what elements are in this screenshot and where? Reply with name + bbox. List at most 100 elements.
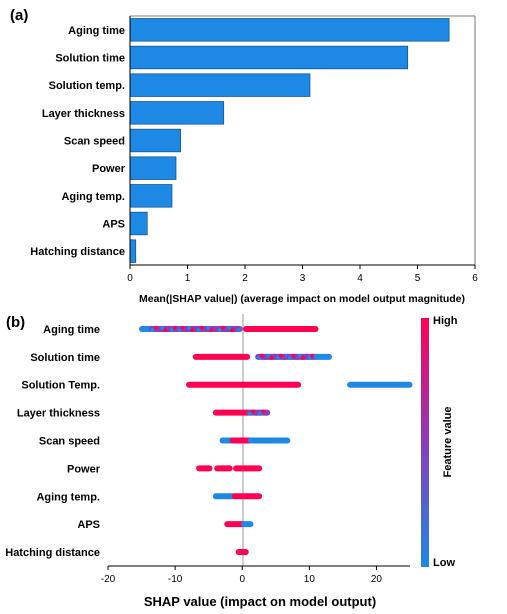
shap-row-solution-time <box>192 353 332 360</box>
panel-b: (b) Aging time Solution time Solution Temp… <box>5 314 458 609</box>
shap-point <box>288 355 293 360</box>
panel-b-x-ticks: -20 -10 0 10 20 <box>101 566 383 585</box>
shap-point <box>199 325 204 331</box>
bar-solution-temp- <box>129 73 311 97</box>
bar-scan-speed <box>129 128 181 153</box>
panel-a-label: (a) <box>10 7 28 24</box>
shap-point-cluster <box>229 437 253 444</box>
shap-point <box>262 355 268 360</box>
shap-point <box>264 411 269 416</box>
shap-row-hatching-distance <box>235 549 249 556</box>
shap-point-cluster <box>192 353 251 360</box>
shap-point-cluster <box>196 465 213 472</box>
shap-point <box>278 353 284 358</box>
shap-point-cluster <box>212 409 252 416</box>
shap-row-aps <box>224 521 254 528</box>
x-tick-label: 2 <box>242 273 248 284</box>
shap-point <box>220 325 226 331</box>
shap-point <box>153 325 158 331</box>
shap-point <box>206 325 211 331</box>
shap-point <box>304 353 309 358</box>
shap-point <box>236 327 242 333</box>
feature-label: Scan speed <box>39 436 100 448</box>
x-tick-label: 1 <box>185 273 191 284</box>
shap-point <box>224 327 229 333</box>
category-label: Solution temp. <box>49 80 125 92</box>
panel-a-category-labels: Aging time Solution time Solution temp. Lay… <box>30 25 125 258</box>
bar-power <box>129 156 177 180</box>
feature-label: APS <box>77 519 100 531</box>
bar-solution-time <box>129 45 409 70</box>
x-tick-label: 20 <box>371 574 383 585</box>
category-label: Aging temp. <box>61 191 125 203</box>
shap-point <box>227 325 232 331</box>
shap-point <box>233 325 238 331</box>
shap-point-cluster <box>235 549 249 556</box>
shap-point <box>177 327 182 333</box>
shap-point <box>251 409 256 414</box>
shap-point <box>196 327 201 333</box>
colorbar-title: Feature value <box>442 407 454 478</box>
shap-point <box>282 355 287 360</box>
x-tick-label: 10 <box>304 574 316 585</box>
shap-row-aging-temp- <box>212 493 263 500</box>
category-label: Layer thickness <box>42 108 125 120</box>
x-tick-label: 0 <box>239 574 245 585</box>
feature-label: Solution time <box>30 352 100 364</box>
shap-point <box>180 325 185 331</box>
x-tick-label: 5 <box>415 273 421 284</box>
bar-aging-time <box>129 18 450 42</box>
shap-point <box>300 355 306 360</box>
colorbar-low-label: Low <box>433 557 455 569</box>
shap-row-aging-time <box>139 325 319 333</box>
bar-hatching-distance <box>129 239 137 263</box>
feature-label: Aging temp. <box>36 491 100 503</box>
panel-a-x-axis-title: Mean(|SHAP value|) (average impact on mo… <box>139 293 465 305</box>
shap-point <box>266 353 271 358</box>
x-tick-label: 3 <box>300 273 306 284</box>
category-label: Aging time <box>68 25 125 37</box>
category-label: Power <box>92 163 126 175</box>
bar-layer-thickness <box>129 101 225 125</box>
shap-point-cluster <box>224 521 247 528</box>
shap-row-power <box>196 465 263 472</box>
shap-point-cluster <box>347 381 413 388</box>
bar-aging-temp- <box>129 184 173 208</box>
shap-point <box>160 325 165 331</box>
shap-point-cluster <box>243 325 319 332</box>
shap-point <box>297 353 302 358</box>
shap-point <box>272 353 277 358</box>
panel-b-x-axis-title: SHAP value (impact on model output) <box>144 594 376 609</box>
shap-point-cluster <box>241 521 254 528</box>
shap-point-cluster <box>212 493 237 500</box>
shap-point <box>202 327 208 333</box>
shap-point <box>256 355 261 360</box>
shap-point-cluster <box>313 353 332 360</box>
x-tick-label: 4 <box>357 273 363 284</box>
shap-point-cluster <box>233 465 263 472</box>
panel-a-bars <box>129 18 450 263</box>
shap-point <box>156 327 162 333</box>
colorbar <box>421 318 429 567</box>
shap-point <box>209 327 214 333</box>
category-label: Solution time <box>55 53 125 65</box>
panel-a-x-ticks: 0 1 2 3 4 5 6 <box>127 265 478 284</box>
shap-point <box>150 327 155 333</box>
shap-point <box>307 355 312 360</box>
x-tick-label: -10 <box>168 574 183 585</box>
shap-row-scan-speed <box>219 437 291 444</box>
colorbar-high-label: High <box>433 315 458 327</box>
shap-point-cluster <box>214 465 233 472</box>
panel-b-category-labels: Aging time Solution time Solution Temp. Lay… <box>5 324 100 559</box>
shap-point <box>186 325 192 331</box>
shap-point <box>169 327 174 333</box>
shap-point <box>259 353 264 358</box>
feature-label: Power <box>67 463 101 475</box>
feature-label: Solution Temp. <box>21 380 100 392</box>
feature-label: Hatching distance <box>5 547 100 559</box>
panel-b-label: (b) <box>6 314 25 331</box>
shap-point <box>212 325 217 331</box>
shap-point <box>275 355 280 360</box>
shap-point <box>257 411 263 416</box>
x-tick-label: 6 <box>472 273 478 284</box>
